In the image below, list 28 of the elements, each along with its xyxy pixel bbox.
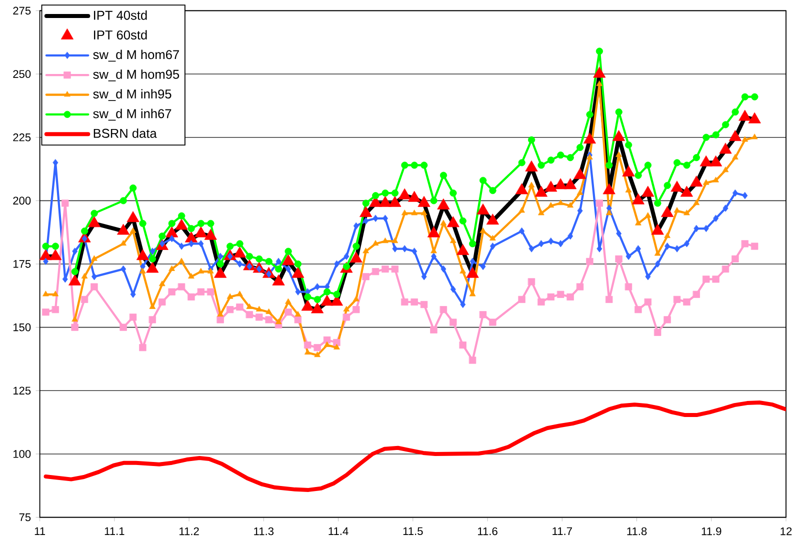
legend-label: IPT 60std xyxy=(94,30,147,40)
x-tick-label: 11.8 xyxy=(627,527,647,536)
y-tick-label: 75 xyxy=(19,513,31,522)
y-tick-label: 250 xyxy=(13,70,31,78)
x-tick-label: 11.9 xyxy=(702,527,722,536)
legend-label: BSRN data xyxy=(94,128,157,138)
x-tick-label: 11.2 xyxy=(180,527,199,536)
y-tick-label: 175 xyxy=(13,260,31,268)
legend-label: sw_d M inh95 xyxy=(93,89,172,101)
x-tick-label: 11.5 xyxy=(403,527,423,536)
x-tick-label: 12 xyxy=(780,527,792,536)
y-tick-label: 200 xyxy=(13,196,31,205)
y-tick-label: 100 xyxy=(13,450,31,458)
y-tick-label: 225 xyxy=(13,133,31,142)
y-tick-label: 125 xyxy=(13,386,31,395)
legend-label: sw_d M hom67 xyxy=(93,50,179,62)
legend-label: IPT 40std xyxy=(94,10,147,20)
line-series xyxy=(44,400,786,492)
x-tick-label: 11.1 xyxy=(104,527,124,535)
x-tick-label: 11.6 xyxy=(478,527,498,536)
legend-label: sw_d M inh67 xyxy=(93,108,172,121)
legend-label: sw_d M hom95 xyxy=(93,69,180,82)
x-tick-label: 11.4 xyxy=(328,527,348,535)
x-tick-label: 11.7 xyxy=(552,527,572,535)
y-tick-label: 150 xyxy=(13,323,31,332)
x-tick-label: 11 xyxy=(34,527,45,535)
x-tick-label: 11.3 xyxy=(254,527,274,536)
y-tick-label: 275 xyxy=(13,6,31,15)
